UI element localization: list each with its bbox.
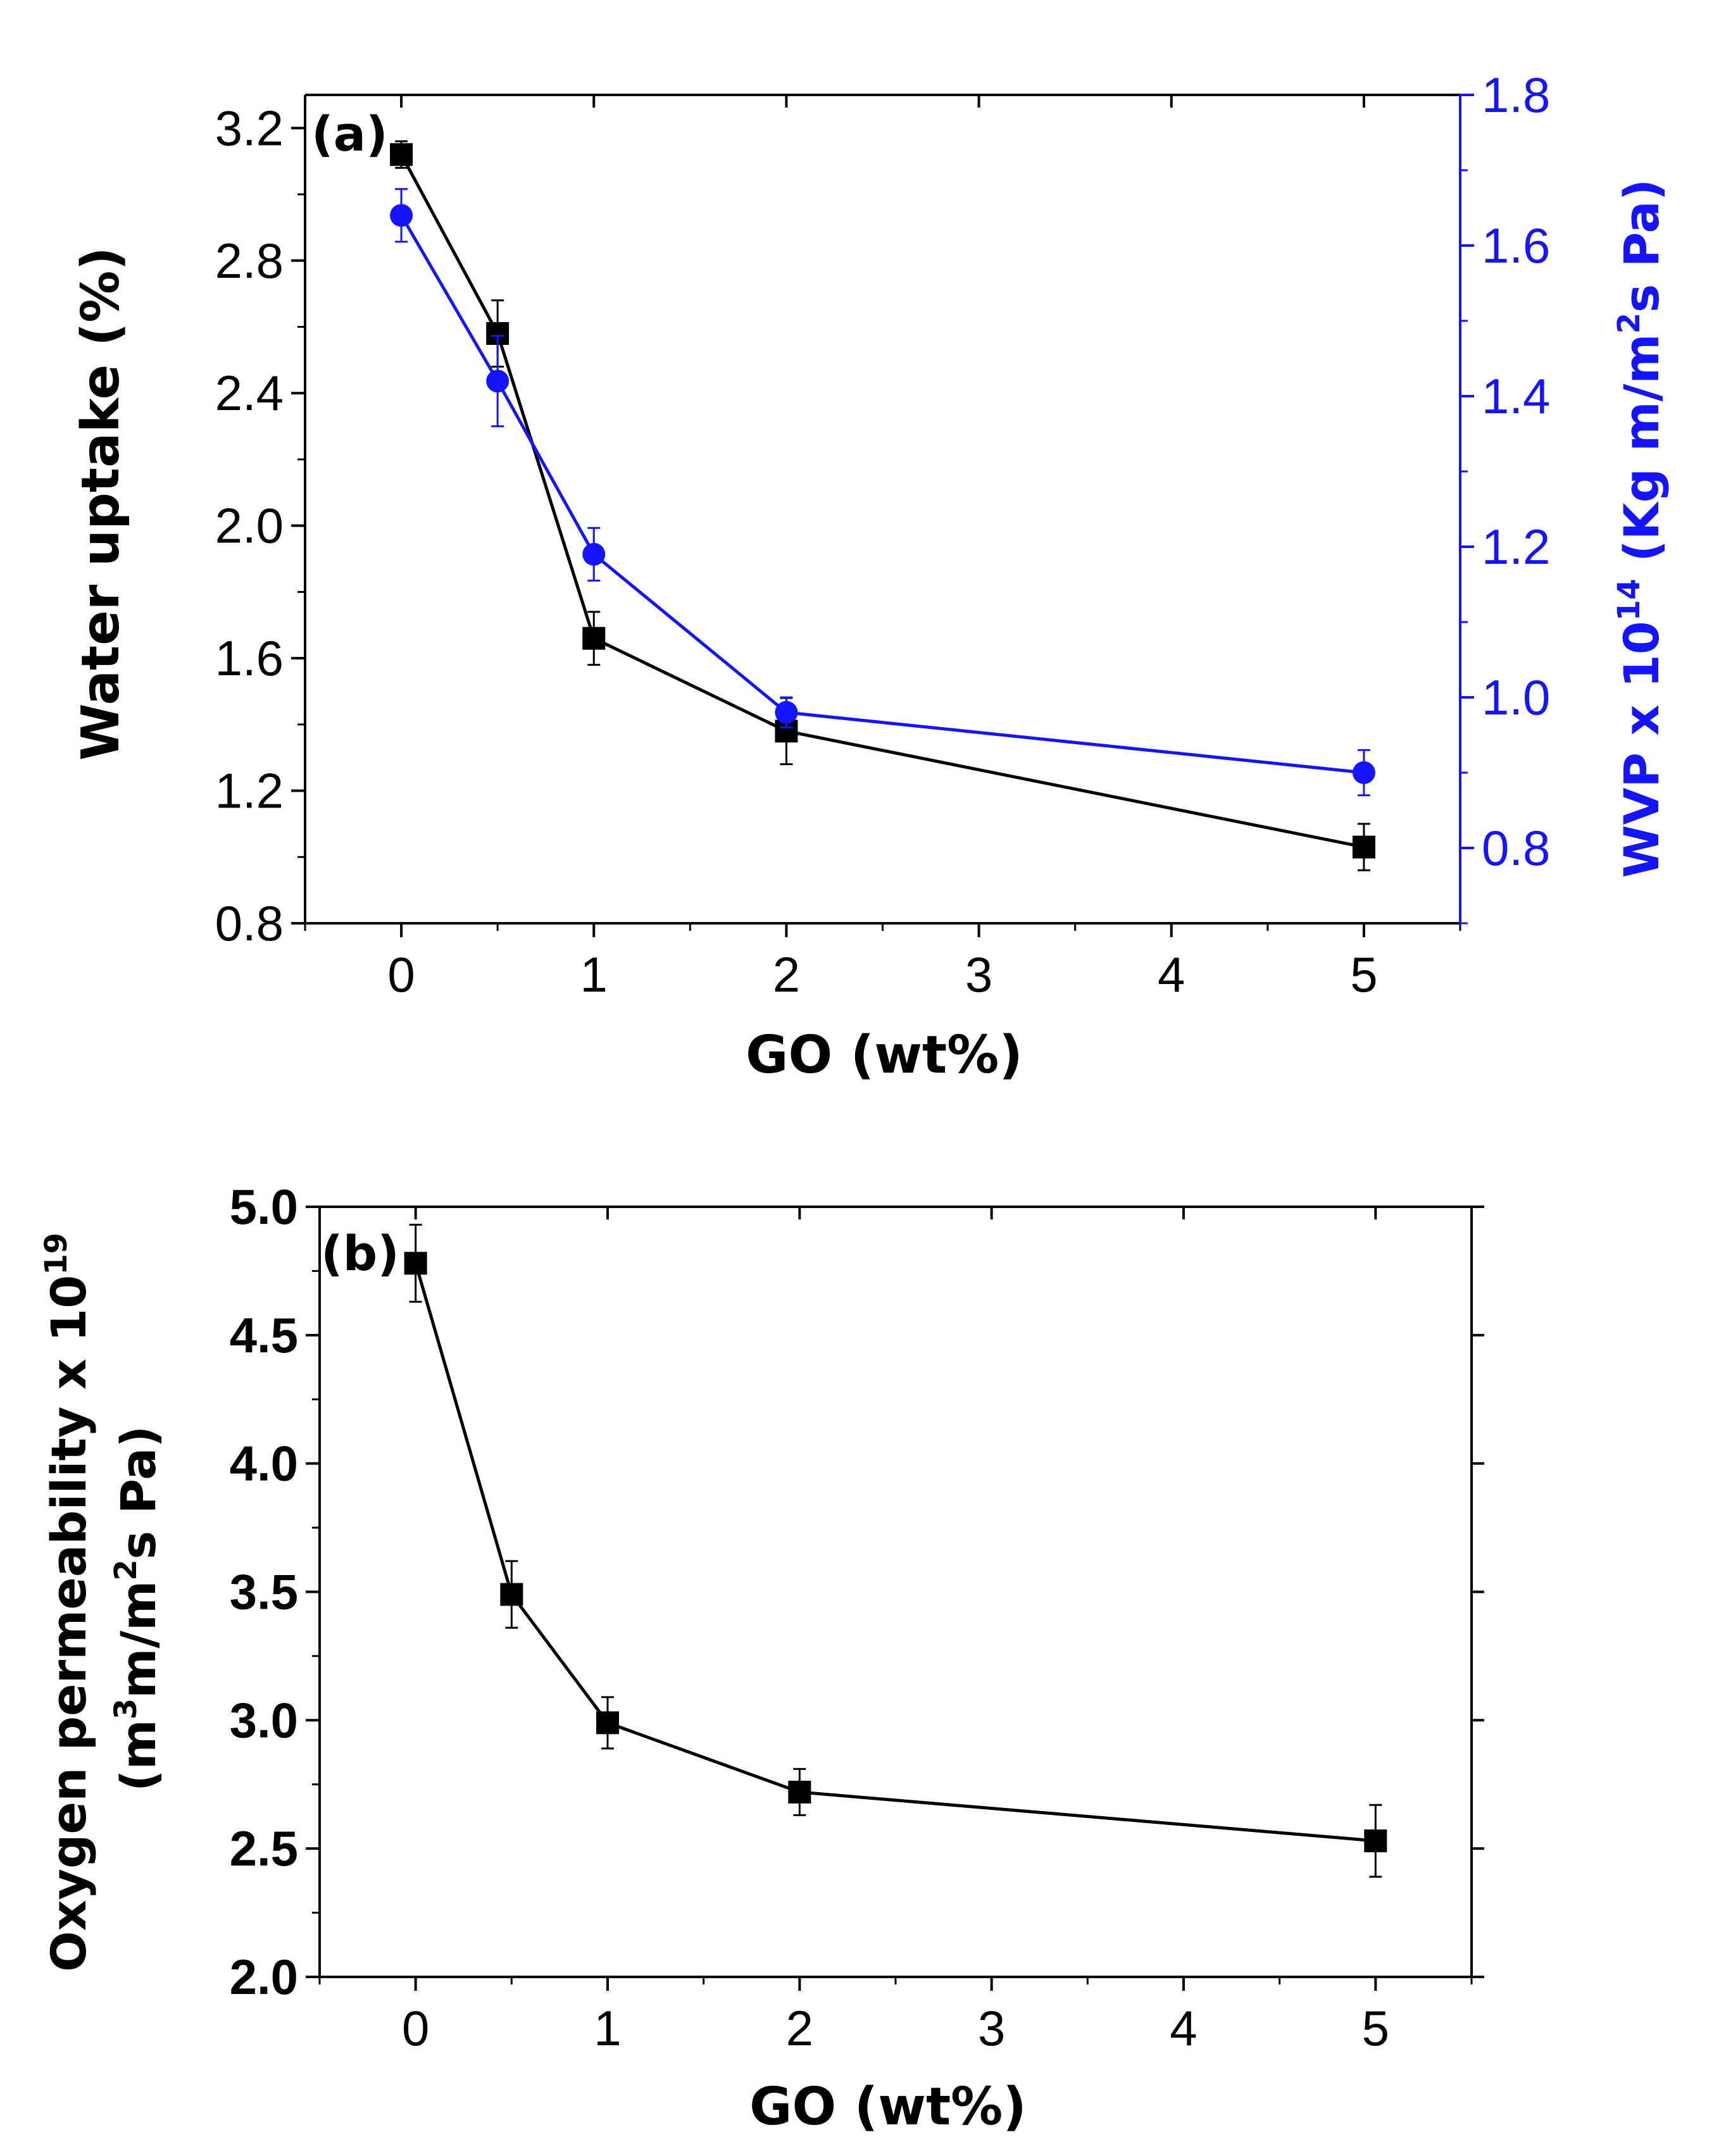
b-ytitle-exp: 19 — [39, 1233, 74, 1275]
b-x-tick-label: 5 — [1362, 2000, 1389, 2056]
b-series-0-line — [414, 1262, 1376, 1843]
b-series-0-point — [404, 1252, 427, 1275]
a-series-0-point — [582, 626, 606, 650]
panel-a-x-axis-title: GO (wt%) — [746, 1025, 1023, 1085]
b-ytitle2-exp1: 3 — [108, 1698, 144, 1719]
y2-title-main: WVP x 10 — [1613, 621, 1670, 878]
a-x-tick-label: 1 — [580, 947, 608, 1002]
a-y2-tick-label: 1.6 — [1482, 218, 1550, 273]
a-y-tick-label: 1.2 — [215, 763, 284, 819]
panel-b-y-axis-title-line1: Oxygen permeability x 1019 — [39, 1233, 97, 1972]
y2-title-unit-pre: (Kg m/m — [1613, 333, 1670, 578]
panel-b-chart: 0 1 2 3 4 5 2.0 2.5 3.0 3.5 4.0 4.5 5.0 (b) GO (wt%)… — [39, 1179, 1484, 2137]
b-x-tick-label: 2 — [786, 2000, 813, 2056]
y2-title-unit-exp: 2 — [1611, 313, 1647, 333]
b-ytitle2-exp2: 2 — [108, 1559, 144, 1580]
panel-a-label: (a) — [311, 106, 388, 162]
b-series-0-point — [596, 1711, 619, 1735]
a-y-tick-label: 3.2 — [215, 100, 284, 156]
a-y-tick-label: 0.8 — [215, 895, 284, 951]
panel-a-series — [390, 140, 1375, 871]
a-series-0-point — [390, 143, 413, 166]
b-x-tick-label: 4 — [1170, 2000, 1197, 2056]
y2-title-unit-post: s Pa) — [1613, 179, 1670, 313]
b-y-tick-label: 2.5 — [230, 1821, 298, 1876]
a-series-1-point — [1352, 761, 1375, 784]
a-y2-tick-label: 1.0 — [1482, 670, 1550, 725]
y2-title-exp: 14 — [1611, 579, 1647, 621]
panel-a-ticks: 0 1 2 3 4 5 0.8 1.2 1.6 2.0 2.4 2.8 3.2 0.8 1.0 1.2 1.4 1… — [215, 67, 1551, 1002]
b-ytitle2-b: m/m — [110, 1581, 166, 1698]
panel-a-y-axis-title: Water uptake (%) — [71, 247, 131, 761]
b-y-tick-label: 3.0 — [230, 1692, 298, 1748]
panel-b-ticks: 0 1 2 3 4 5 2.0 2.5 3.0 3.5 4.0 4.5 5.0 — [230, 1179, 1484, 2056]
a-y-tick-label: 1.6 — [215, 630, 284, 686]
b-series-0-point — [1364, 1829, 1387, 1852]
a-series-1-point — [582, 542, 606, 566]
a-y2-tick-label: 1.8 — [1482, 67, 1550, 123]
panel-a-y2-axis-title: WVP x 1014 (Kg m/m2s Pa) — [1611, 179, 1670, 878]
a-series-1-line — [399, 215, 1365, 775]
b-ytitle2-a: (m — [110, 1719, 166, 1791]
b-y-tick-label: 4.5 — [230, 1307, 298, 1363]
b-x-tick-label: 0 — [402, 2000, 429, 2056]
b-x-tick-label: 1 — [594, 2000, 621, 2056]
b-y-tick-label: 4.0 — [230, 1436, 298, 1492]
panel-a-chart: 0 1 2 3 4 5 0.8 1.2 1.6 2.0 2.4 2.8 3.2 0.8 1.0 1.2 1.4 1… — [71, 67, 1670, 1085]
a-series-0-line — [399, 154, 1365, 849]
a-y2-tick-label: 0.8 — [1482, 820, 1550, 876]
a-y2-tick-label: 1.2 — [1482, 519, 1550, 575]
a-y-tick-label: 2.4 — [215, 365, 284, 421]
a-x-tick-label: 4 — [1158, 947, 1185, 1002]
a-series-1-point — [390, 204, 413, 227]
b-series-0-point — [500, 1583, 523, 1606]
a-x-tick-label: 3 — [965, 947, 992, 1002]
a-series-1-point — [486, 370, 510, 393]
a-series-0-point — [1352, 835, 1375, 859]
a-y2-tick-label: 1.4 — [1482, 368, 1550, 424]
a-x-tick-label: 0 — [387, 947, 415, 1002]
panel-a-frame — [304, 94, 1461, 925]
b-x-tick-label: 3 — [978, 2000, 1005, 2056]
b-y-tick-label: 5.0 — [230, 1179, 298, 1235]
a-x-tick-label: 5 — [1350, 947, 1377, 1002]
a-y-tick-label: 2.8 — [215, 233, 284, 289]
b-y-tick-label: 3.5 — [230, 1564, 298, 1620]
b-ytitle-main: Oxygen permeability x 10 — [41, 1275, 97, 1972]
a-series-1-point — [775, 701, 798, 724]
b-series-0-point — [788, 1780, 811, 1804]
a-y-tick-label: 2.0 — [215, 498, 284, 554]
a-x-tick-label: 2 — [773, 947, 800, 1002]
b-y-tick-label: 2.0 — [230, 1949, 298, 2005]
panel-b-x-axis-title: GO (wt%) — [749, 2077, 1027, 2137]
panel-b-series — [404, 1223, 1387, 1878]
b-ytitle2-c: s Pa) — [110, 1426, 166, 1559]
panel-b-y-axis-title-line2: (m3m/m2s Pa) — [108, 1426, 166, 1791]
panel-b-frame — [318, 1206, 1473, 1978]
panel-b-label: (b) — [321, 1225, 399, 1281]
